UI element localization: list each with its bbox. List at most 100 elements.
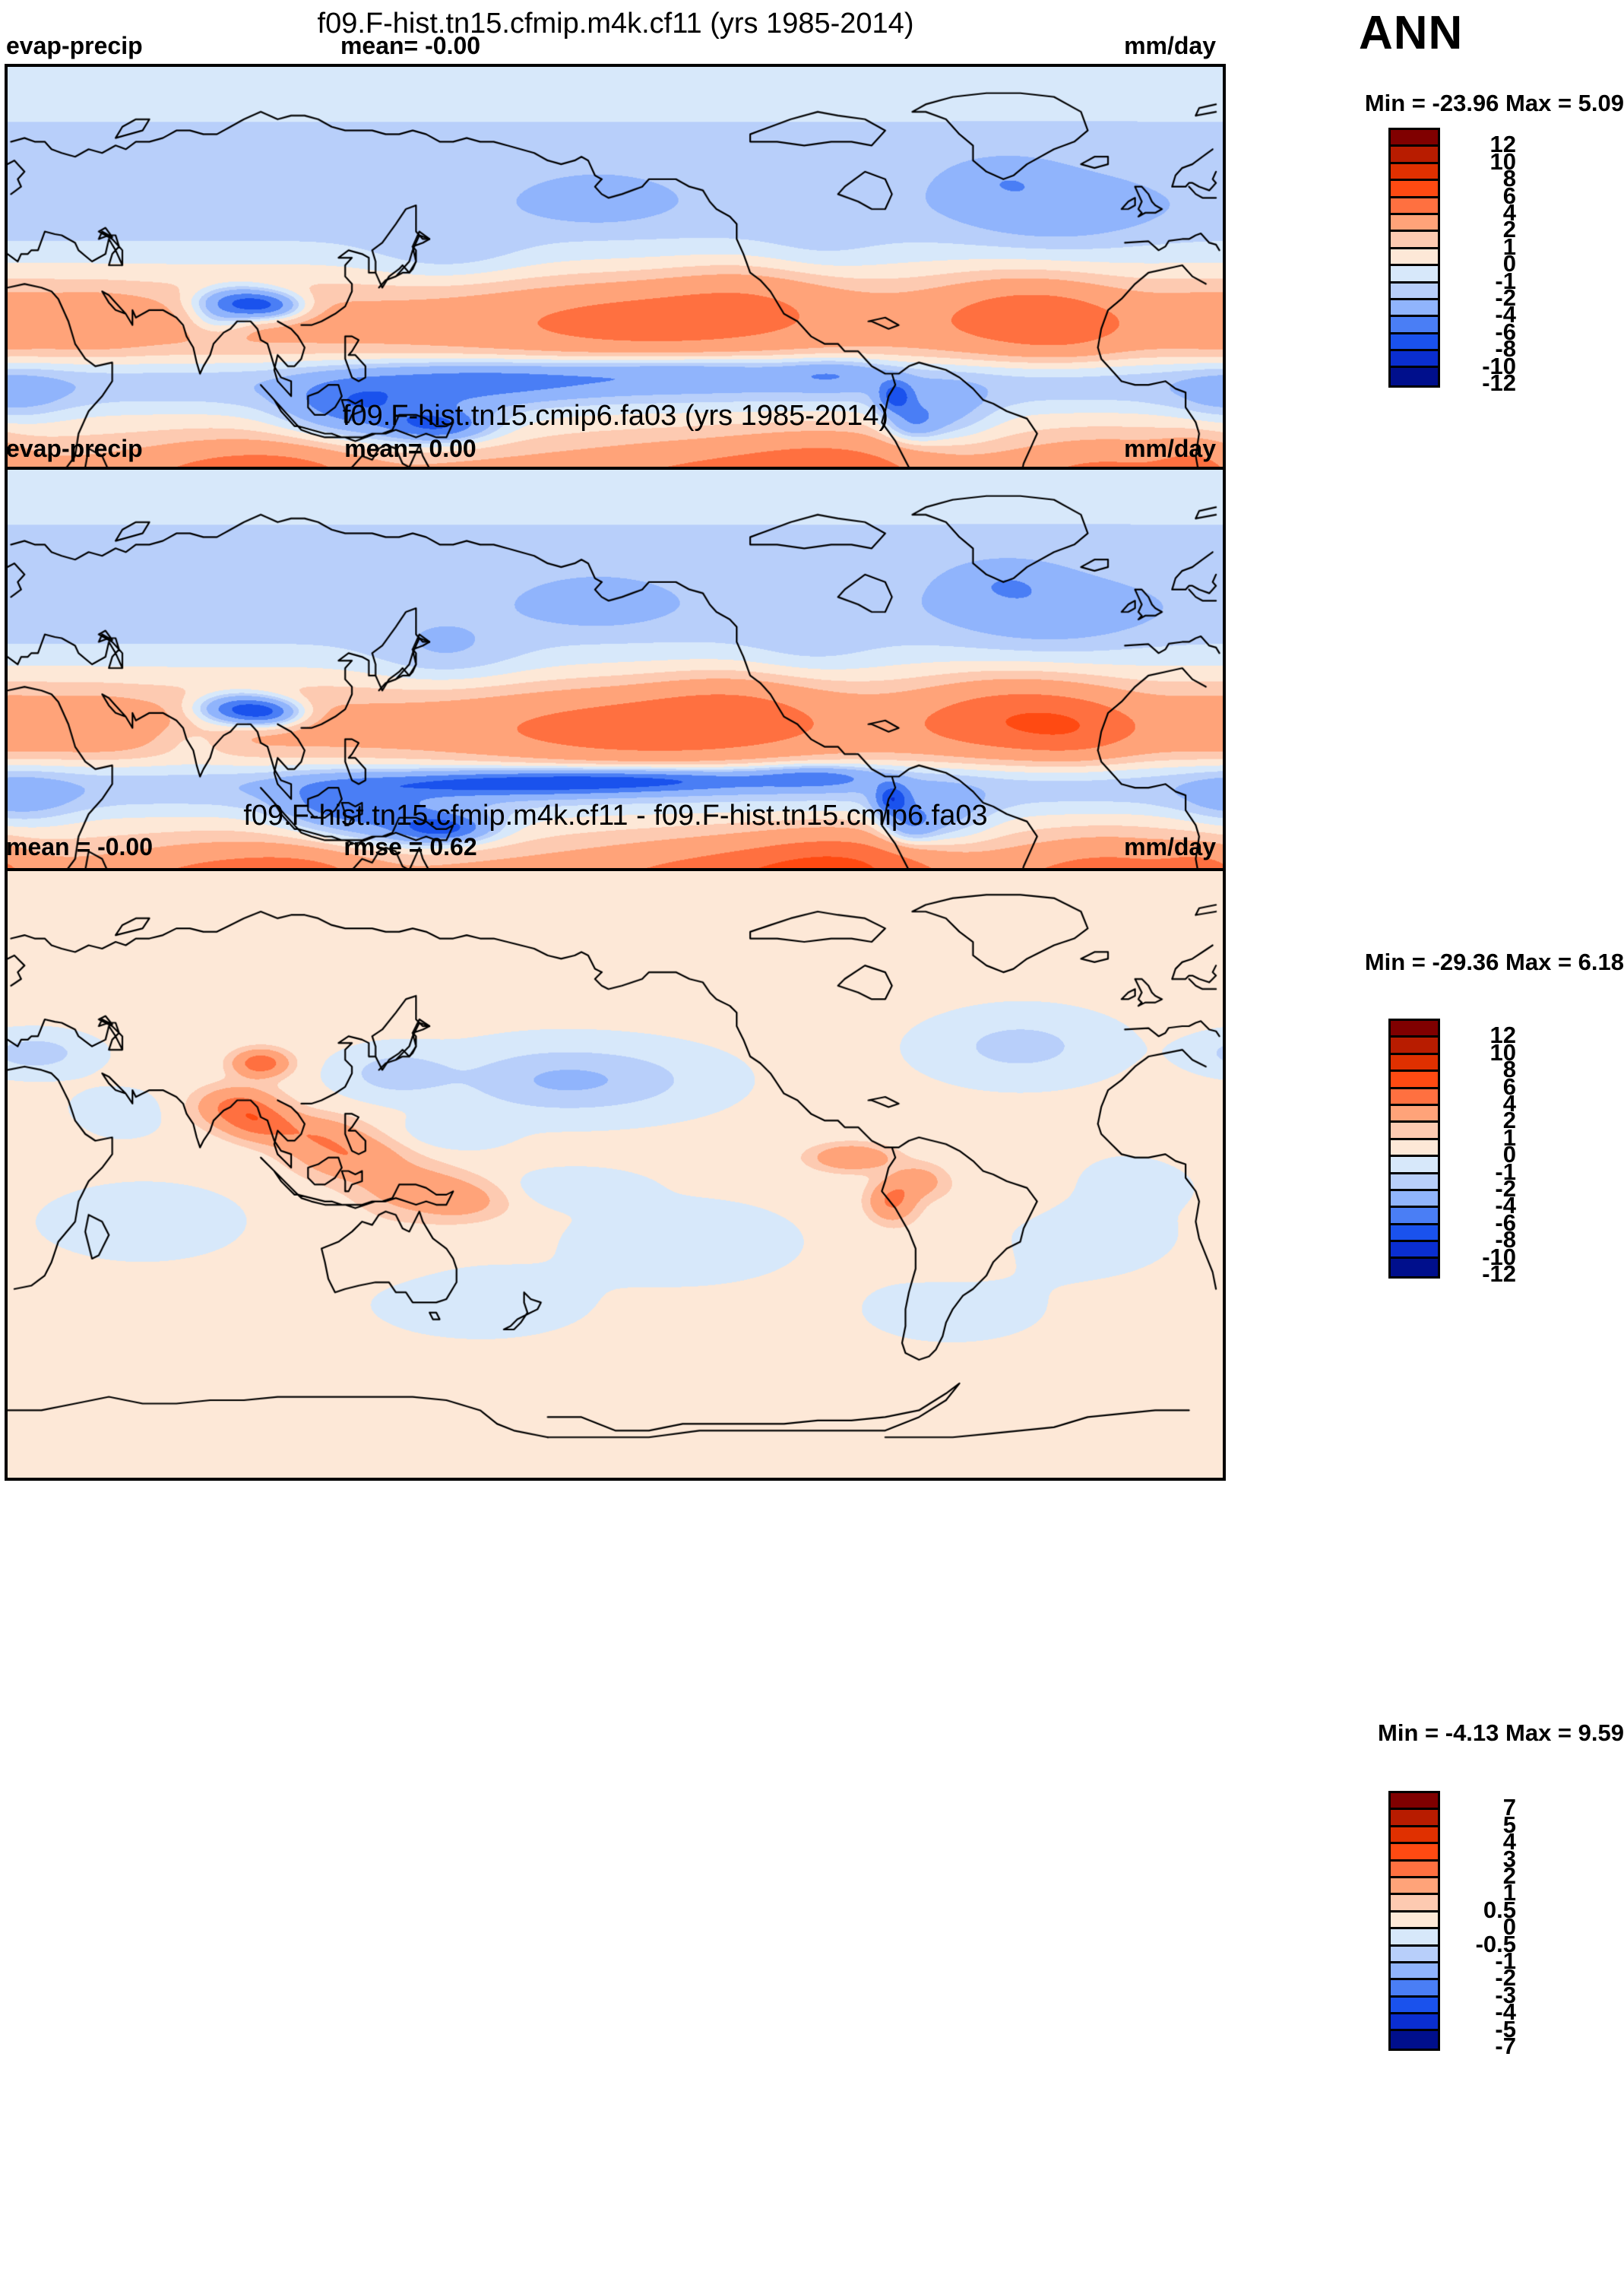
- colorbar-swatch: [1391, 1157, 1438, 1174]
- panel-3-mean-label: mean = -0.00: [6, 833, 153, 860]
- colorbar-tick-label: 4: [1502, 199, 1516, 226]
- colorbar-swatch: [1391, 2031, 1438, 2049]
- colorbar-swatch: [1391, 1242, 1438, 1260]
- colorbar-swatch: [1391, 1208, 1438, 1225]
- panel-1-title: f09.F-hist.tn15.cfmip.m4k.cf11 (yrs 1985…: [317, 8, 914, 40]
- colorbar-tick-label: -1: [1495, 1158, 1516, 1185]
- colorbar-tick-label: -4: [1495, 1998, 1516, 2026]
- colorbar-panel-2[interactable]: 12 10 8 6 4 2 1 0 -1 -2 -4 -6 -8 -10 -12: [1388, 1019, 1516, 1287]
- panel-3-units-label: mm/day: [1124, 833, 1216, 860]
- colorbar-swatch: [1391, 1895, 1438, 1912]
- colorbar-tick-label: -10: [1482, 352, 1516, 379]
- colorbar-tick-label: 4: [1502, 1090, 1516, 1117]
- colorbar-swatch: [1391, 1089, 1438, 1106]
- colorbar-swatch: [1391, 1827, 1438, 1845]
- colorbar-tick-labels: 7 5 4 3 2 1 0.5 0 -0.5 -1 -2 -3 -4 -5 -7: [1446, 1791, 1516, 2059]
- colorbar-tick-label: -1: [1495, 1947, 1516, 1974]
- season-label: ANN: [1359, 7, 1464, 59]
- colorbar-tick-label: 3: [1502, 1845, 1516, 1872]
- colorbar-tick-label: 12: [1489, 131, 1516, 158]
- colorbar-tick-label: 6: [1502, 1073, 1516, 1100]
- colorbar-swatch: [1391, 1997, 1438, 2015]
- colorbar-tick-label: -1: [1495, 267, 1516, 294]
- colorbar-tick-label: 10: [1489, 1038, 1516, 1066]
- colorbar-tick-label: 1: [1502, 1879, 1516, 1906]
- colorbar-tick-label: 1: [1502, 1123, 1516, 1151]
- colorbar-tick-label: -8: [1495, 335, 1516, 363]
- colorbar-tick-labels: 12 10 8 6 4 2 1 0 -1 -2 -4 -6 -8 -10 -12: [1446, 128, 1516, 396]
- colorbar-tick-label: 2: [1502, 1862, 1516, 1889]
- colorbar-swatch: [1391, 1225, 1438, 1243]
- panel-3-title: f09.F-hist.tn15.cfmip.m4k.cf11 - f09.F-h…: [243, 800, 988, 832]
- colorbar-tick-label: 7: [1502, 1794, 1516, 1821]
- colorbar-swatch: [1391, 1054, 1438, 1073]
- colorbar-tick-label: 2: [1502, 216, 1516, 243]
- colorbar-swatch: [1391, 1038, 1438, 1055]
- colorbar-tick-label: 4: [1502, 1828, 1516, 1855]
- panel-1-variable-label: evap-precip: [6, 32, 143, 59]
- panel-3-rmse-label: rmse = 0.62: [343, 833, 477, 860]
- panel-2-units-label: mm/day: [1124, 435, 1216, 462]
- colorbar-tick-label: -2: [1495, 1175, 1516, 1202]
- colorbar-tick-label: 8: [1502, 165, 1516, 192]
- colorbar-tick-label: 10: [1489, 147, 1516, 175]
- colorbar-swatch: [1391, 181, 1438, 198]
- colorbar-tick-label: 1: [1502, 233, 1516, 260]
- colorbar-swatch: [1391, 1174, 1438, 1191]
- colorbar-tick-label: -10: [1482, 1243, 1516, 1270]
- colorbar-swatch: [1391, 1929, 1438, 1947]
- colorbar-tick-label: 0: [1502, 250, 1516, 277]
- colorbar-tick-label: -2: [1495, 284, 1516, 311]
- colorbar-swatch: [1391, 1844, 1438, 1862]
- colorbar-swatch: [1391, 147, 1438, 164]
- colorbar-swatch: [1391, 283, 1438, 300]
- colorbar-swatch: [1391, 232, 1438, 249]
- colorbar-swatch: [1391, 266, 1438, 284]
- colorbar-tick-label: -4: [1495, 301, 1516, 328]
- colorbar-swatch: [1391, 1963, 1438, 1981]
- colorbar-swatch: [1391, 1139, 1438, 1158]
- colorbar-swatch: [1391, 334, 1438, 352]
- colorbar-swatch: [1391, 1190, 1438, 1209]
- colorbar-swatch: [1391, 1072, 1438, 1089]
- colorbar-swatch: [1391, 1793, 1438, 1811]
- colorbar-swatch: [1391, 1980, 1438, 1998]
- colorbar-tick-label: 6: [1502, 182, 1516, 209]
- panel-2-minmax: Min = -29.36 Max = 6.18: [1364, 949, 1624, 975]
- colorbar-swatch: [1391, 1878, 1438, 1896]
- colorbar-tick-label: 12: [1489, 1022, 1516, 1049]
- colorbar-swatch: [1391, 1946, 1438, 1963]
- panel-3-minmax: Min = -4.13 Max = 9.59: [1378, 1719, 1624, 1746]
- colorbar-swatch: [1391, 1912, 1438, 1930]
- colorbar-panel-1[interactable]: 12 10 8 6 4 2 1 0 -1 -2 -4 -6 -8 -10 -12: [1388, 128, 1516, 396]
- colorbar-swatch-stack: [1388, 1019, 1440, 1279]
- colorbar-tick-label: -2: [1495, 1964, 1516, 1992]
- map-panel-3[interactable]: [5, 868, 1226, 1481]
- colorbar-tick-label: 0: [1502, 1913, 1516, 1941]
- colorbar-tick-labels: 12 10 8 6 4 2 1 0 -1 -2 -4 -6 -8 -10 -12: [1446, 1019, 1516, 1287]
- colorbar-panel-3[interactable]: 7 5 4 3 2 1 0.5 0 -0.5 -1 -2 -3 -4 -5 -7: [1388, 1791, 1516, 2059]
- colorbar-tick-label: -5: [1495, 2015, 1516, 2042]
- map-panel-3-canvas: [8, 871, 1223, 1478]
- colorbar-tick-label: -6: [1495, 318, 1516, 345]
- panel-1-minmax: Min = -23.96 Max = 5.09: [1364, 90, 1624, 116]
- colorbar-swatch: [1391, 368, 1438, 385]
- colorbar-swatch: [1391, 351, 1438, 369]
- colorbar-swatch: [1391, 214, 1438, 233]
- colorbar-swatch: [1391, 2014, 1438, 2032]
- colorbar-swatch: [1391, 198, 1438, 215]
- colorbar-tick-label: 0.5: [1483, 1896, 1516, 1923]
- panel-1-mean-label: mean= -0.00: [340, 32, 481, 59]
- colorbar-swatch: [1391, 1021, 1438, 1038]
- colorbar-tick-label: -7: [1495, 2033, 1516, 2059]
- colorbar-swatch: [1391, 299, 1438, 318]
- colorbar-tick-label: 2: [1502, 1107, 1516, 1134]
- colorbar-swatch: [1391, 1123, 1438, 1140]
- colorbar-tick-label: -4: [1495, 1192, 1516, 1219]
- colorbar-swatch: [1391, 1861, 1438, 1878]
- colorbar-tick-label: -12: [1482, 1260, 1516, 1287]
- colorbar-tick-label: 5: [1502, 1811, 1516, 1838]
- panel-2-mean-label: mean= 0.00: [344, 435, 476, 462]
- colorbar-swatch: [1391, 1105, 1438, 1123]
- colorbar-swatch: [1391, 130, 1438, 147]
